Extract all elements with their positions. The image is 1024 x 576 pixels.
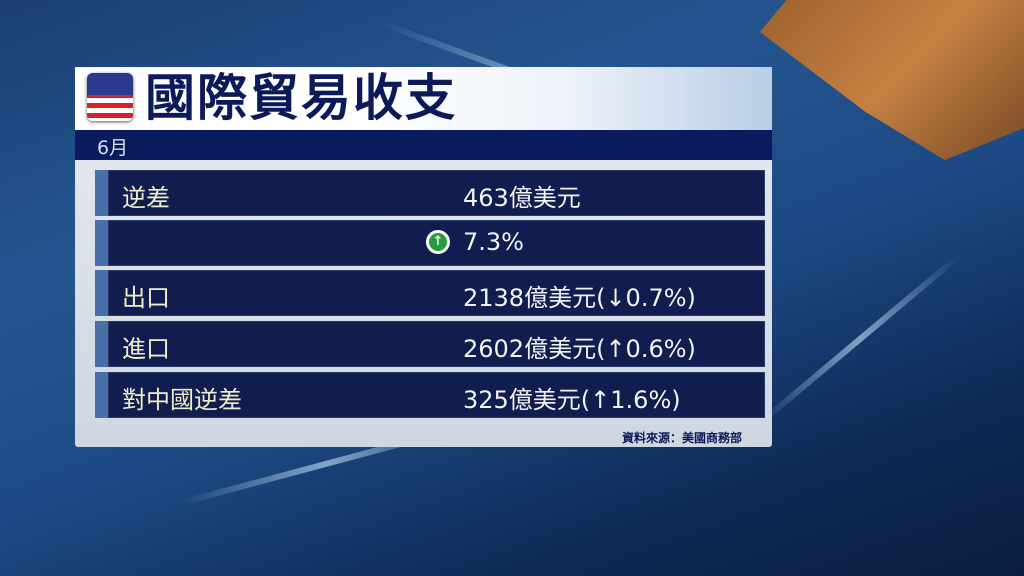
up-arrow-circle-icon: ↑ bbox=[426, 230, 450, 254]
row-value: 2138億美元(↓0.7%) bbox=[463, 284, 696, 312]
row-value: 325億美元(↑1.6%) bbox=[463, 386, 681, 414]
row-value: 7.3% bbox=[463, 228, 524, 256]
row-imports: 進口 2602億美元(↑0.6%) bbox=[95, 321, 765, 367]
row-label: 對中國逆差 bbox=[122, 386, 242, 414]
title-band: 國際貿易收支 bbox=[75, 67, 772, 130]
us-flag-icon bbox=[87, 73, 133, 121]
row-value: 2602億美元(↑0.6%) bbox=[463, 335, 696, 363]
light-streak bbox=[758, 253, 962, 426]
period-bar: 6月 bbox=[75, 130, 772, 160]
row-china-deficit: 對中國逆差 325億美元(↑1.6%) bbox=[95, 372, 765, 418]
row-exports: 出口 2138億美元(↓0.7%) bbox=[95, 270, 765, 316]
row-label: 逆差 bbox=[122, 184, 170, 212]
trade-balance-panel: 國際貿易收支 6月 逆差 463億美元 ↑ 7.3% 出口 2138億美元(↓0… bbox=[75, 67, 772, 447]
row-deficit-change: ↑ 7.3% bbox=[95, 220, 765, 266]
panel-title: 國際貿易收支 bbox=[145, 69, 457, 127]
row-label: 進口 bbox=[122, 335, 170, 363]
row-label: 出口 bbox=[122, 284, 170, 312]
row-value: 463億美元 bbox=[463, 184, 581, 212]
decorative-logo-shape bbox=[760, 0, 1024, 160]
source-note: 資料來源：美國商務部 bbox=[621, 431, 742, 445]
row-deficit: 逆差 463億美元 bbox=[95, 170, 765, 216]
period-label: 6月 bbox=[97, 137, 129, 159]
